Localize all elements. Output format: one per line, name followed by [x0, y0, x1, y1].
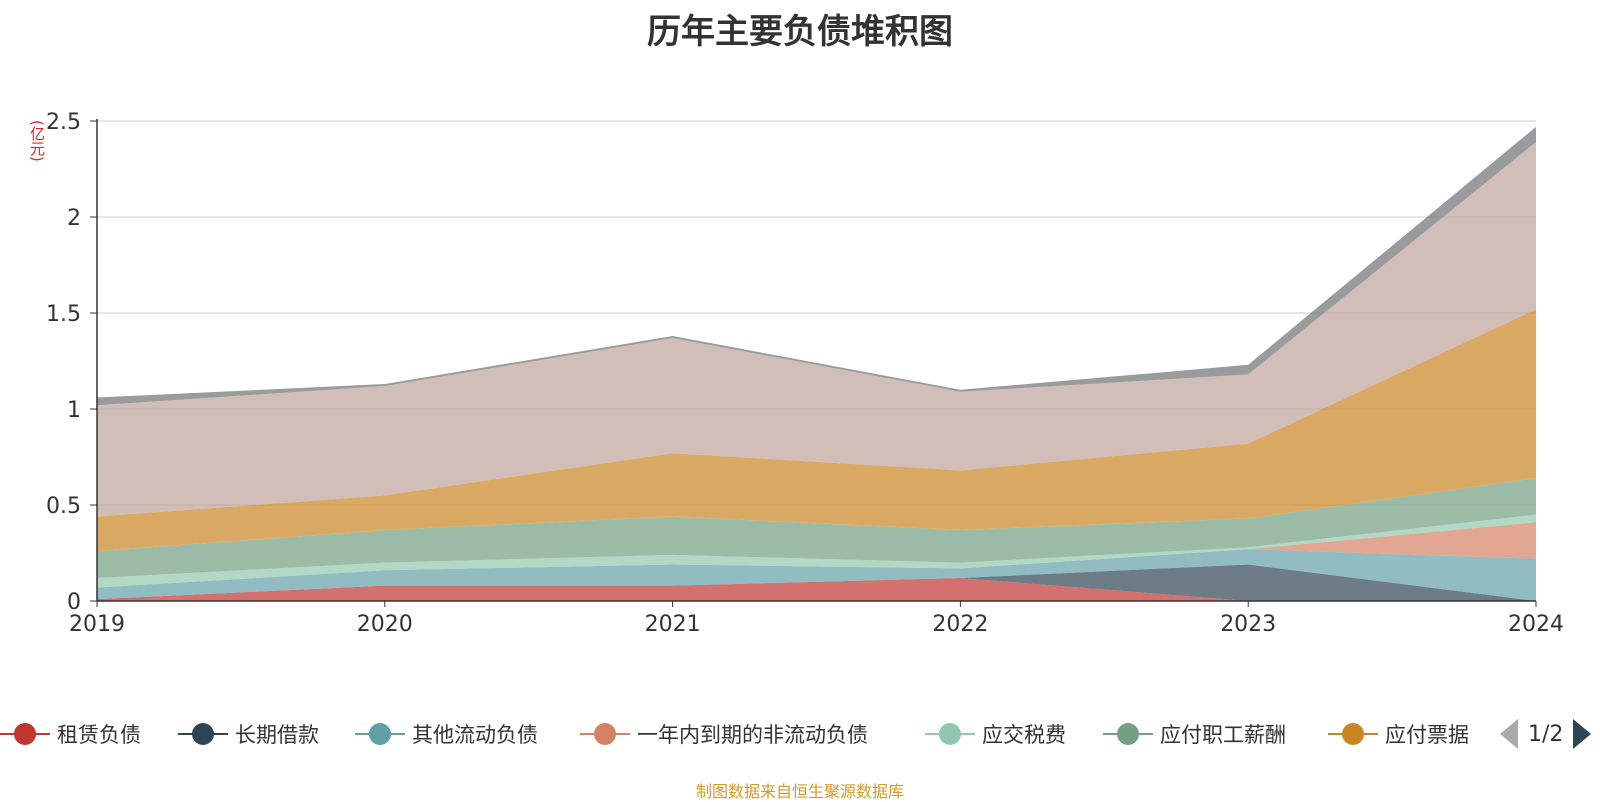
legend-item[interactable]: 其他流动负债	[355, 716, 538, 752]
y-axis-unit-label: (亿元)	[28, 120, 46, 162]
y-tick-label: 2.5	[46, 110, 81, 135]
legend-label: 应付职工薪酬	[1160, 723, 1286, 747]
legend-item[interactable]: 一年内到期的非流动负债	[580, 716, 868, 752]
legend-label: 其他流动负债	[412, 723, 538, 747]
legend-item[interactable]: 长期借款	[178, 716, 319, 752]
x-tick-label: 2021	[645, 612, 701, 637]
legend-marker-icon	[355, 716, 405, 752]
legend-marker-icon	[1103, 716, 1153, 752]
area-series-1	[97, 578, 1536, 601]
legend-next-page-icon[interactable]	[1573, 719, 1592, 749]
legend-item[interactable]: 应交税费	[925, 716, 1066, 752]
legend-prev-page-icon[interactable]	[1500, 719, 1518, 749]
legend-marker-icon	[1328, 716, 1378, 752]
x-tick-label: 2024	[1508, 612, 1564, 637]
legend-label: 一年内到期的非流动负债	[637, 723, 868, 747]
legend-item[interactable]: 应付票据	[1328, 716, 1469, 752]
legend-marker-icon	[580, 716, 630, 752]
x-tick-label: 2022	[932, 612, 988, 637]
y-tick-label: 0	[67, 590, 81, 615]
legend-label: 应付票据	[1385, 723, 1469, 747]
y-tick-label: 1	[67, 398, 81, 423]
x-tick-label: 2023	[1220, 612, 1276, 637]
legend-label: 应交税费	[982, 723, 1066, 747]
legend-item[interactable]: 应付职工薪酬	[1103, 716, 1286, 752]
y-tick-label: 0.5	[46, 494, 81, 519]
legend-page-indicator: 1/2	[1528, 721, 1564, 747]
area-series-8	[97, 142, 1536, 517]
legend-item[interactable]: 租赁负债	[0, 716, 141, 752]
legend-marker-icon	[0, 716, 50, 752]
legend-label: 长期借款	[235, 723, 319, 747]
y-tick-label: 2	[67, 206, 81, 231]
legend-label: 租赁负债	[57, 723, 141, 747]
legend-marker-icon	[925, 716, 975, 752]
area-series-2	[97, 564, 1536, 601]
data-source-note: 制图数据来自恒生聚源数据库	[695, 782, 904, 801]
legend-pager: 1/2	[1500, 716, 1592, 752]
legend-marker-icon	[178, 716, 228, 752]
area-series-6	[97, 478, 1536, 578]
chart-title: 历年主要负债堆积图	[647, 12, 953, 52]
area-series-7	[97, 309, 1536, 552]
y-tick-label: 1.5	[46, 302, 81, 327]
area-series-3	[97, 549, 1536, 601]
x-tick-label: 2019	[69, 612, 125, 637]
x-tick-label: 2020	[357, 612, 413, 637]
